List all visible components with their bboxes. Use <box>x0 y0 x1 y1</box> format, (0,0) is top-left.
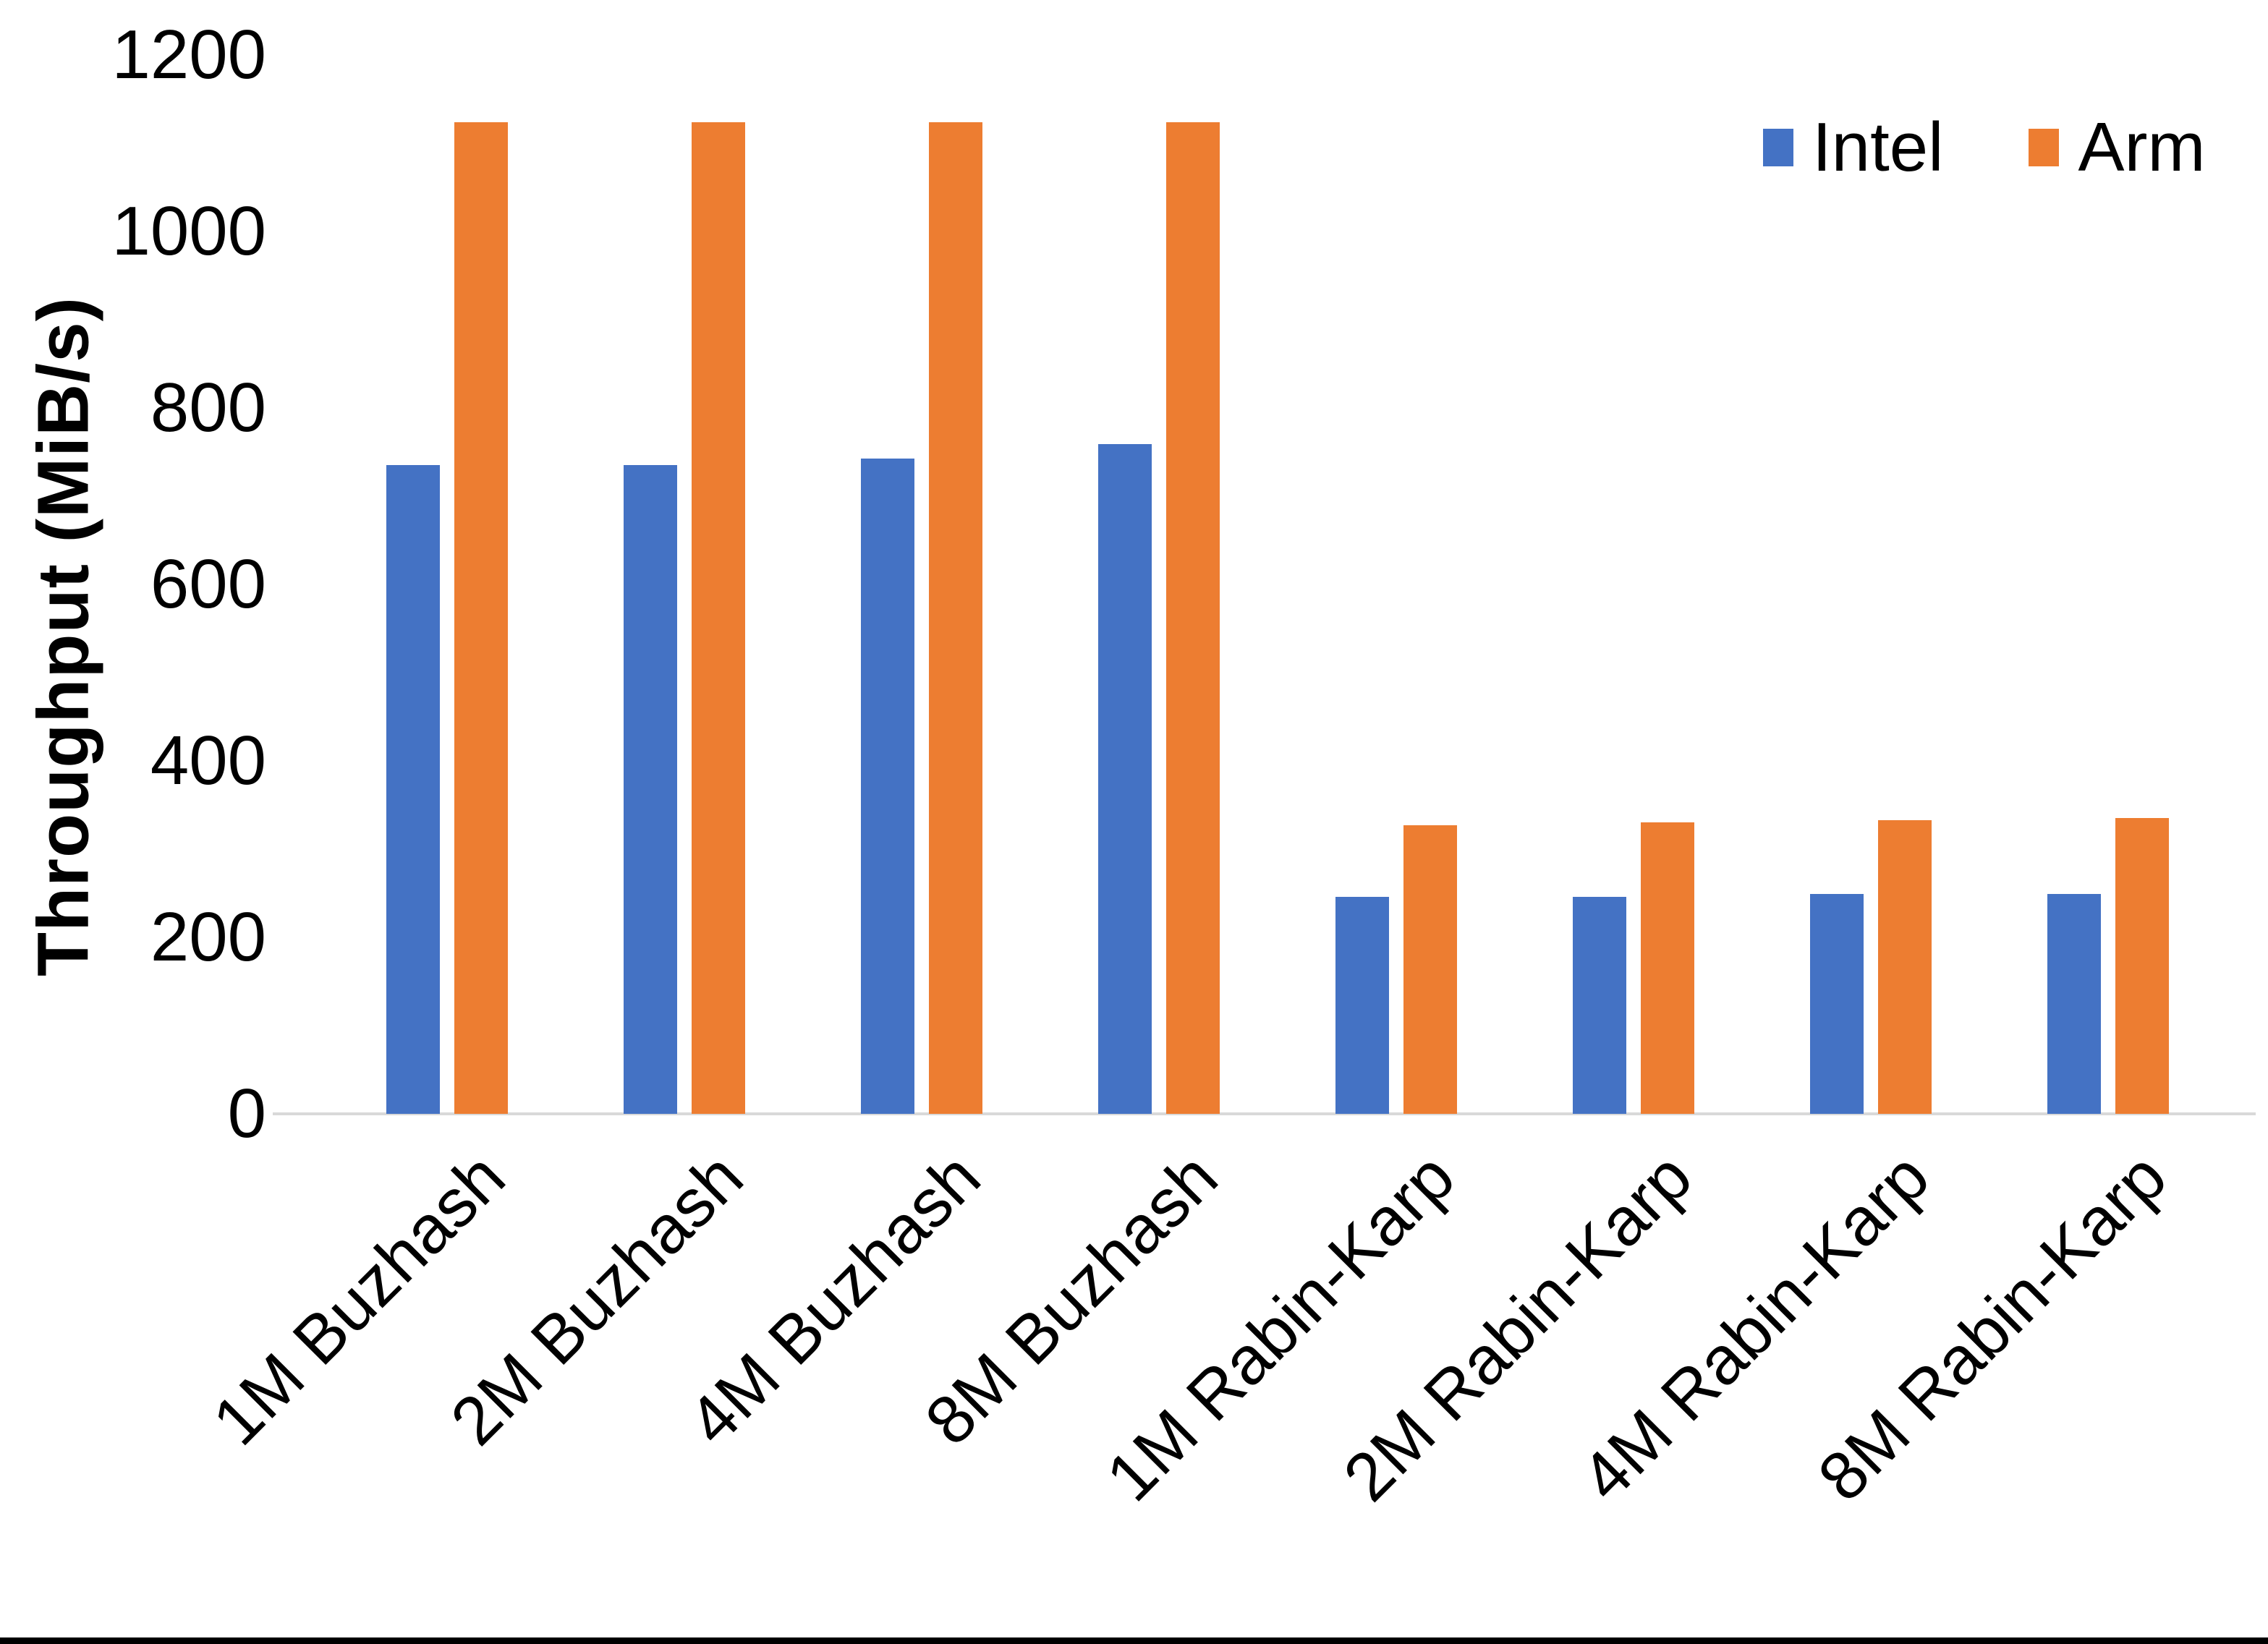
bar-intel-8m-buzhash <box>1098 444 1152 1114</box>
y-axis-tick-labels: 0 200 400 600 800 1000 1200 <box>0 0 266 1644</box>
legend-label-arm: Arm <box>2078 108 2206 186</box>
bar-intel-1m-buzhash <box>386 465 440 1114</box>
y-tick-label-400: 400 <box>150 722 266 799</box>
bar-intel-2m-rabin-karp <box>1573 896 1627 1114</box>
legend-item-arm: Arm <box>2029 113 2205 182</box>
bar-intel-8m-rabin-karp <box>2047 894 2102 1114</box>
y-tick-label-0: 0 <box>227 1075 266 1152</box>
bar-intel-4m-rabin-karp <box>1810 894 1864 1114</box>
bar-arm-8m-buzhash <box>1166 122 1220 1114</box>
x-axis-line <box>273 1112 2256 1115</box>
bar-intel-4m-buzhash <box>861 458 915 1114</box>
bar-arm-4m-rabin-karp <box>1878 819 1932 1114</box>
bar-arm-2m-buzhash <box>692 122 746 1114</box>
bar-intel-2m-buzhash <box>624 465 678 1114</box>
legend-swatch-intel <box>1763 129 1793 166</box>
legend-item-intel: Intel <box>1763 113 1943 182</box>
y-tick-label-200: 200 <box>150 898 266 976</box>
legend-label-intel: Intel <box>1812 108 1944 186</box>
bar-arm-2m-rabin-karp <box>1641 822 1695 1114</box>
bar-intel-1m-rabin-karp <box>1335 896 1390 1114</box>
legend: Intel Arm <box>1763 113 2205 182</box>
legend-swatch-arm <box>2029 129 2060 166</box>
bar-arm-1m-rabin-karp <box>1403 825 1458 1114</box>
bar-arm-1m-buzhash <box>454 122 508 1114</box>
y-tick-label-1200: 1200 <box>111 16 266 93</box>
y-tick-label-600: 600 <box>150 545 266 623</box>
y-tick-label-1000: 1000 <box>111 192 266 270</box>
y-tick-label-800: 800 <box>150 369 266 446</box>
bar-arm-8m-rabin-karp <box>2115 818 2170 1114</box>
bar-arm-4m-buzhash <box>929 122 983 1114</box>
bottom-border-line <box>0 1637 2268 1644</box>
